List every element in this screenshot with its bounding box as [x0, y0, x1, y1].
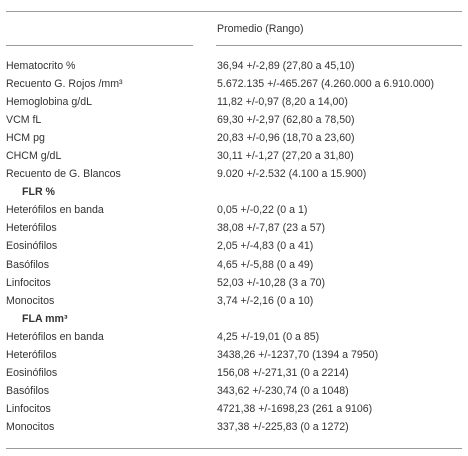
row-label: Eosinófilos [6, 366, 58, 379]
row-value: 0,05 +/-0,22 (0 a 1) [217, 204, 308, 217]
row-label: Heterófilos en banda [6, 204, 104, 217]
row-value: 36,94 +/-2,89 (27,80 a 45,10) [217, 60, 355, 72]
row-value: 4721,38 +/-1698,23 (261 a 9106) [217, 402, 373, 415]
table-row: Heterófilos en banda 4,25 +/-19,01 (0 a 8… [0, 328, 468, 346]
row-value: 52,03 +/-10,28 (3 a 70) [217, 276, 326, 289]
row-value: 30,11 +/-1,27 (27,20 a 31,80) [217, 150, 354, 163]
column-header-promedio: Promedio (Rango) [217, 23, 304, 35]
row-value: 3438,26 +/-1237,70 (1394 a 7950) [217, 348, 379, 361]
row-label: Recuento G. Rojos /mm³ [6, 78, 123, 91]
section-label: FLR % [22, 186, 55, 199]
table-row: Linfocitos 4721,38 +/-1698,23 (261 a 9106… [0, 400, 468, 418]
row-value: 337,38 +/-225,83 (0 a 1272) [217, 420, 349, 433]
table-row: CHCM g/dL 30,11 +/-1,27 (27,20 a 31,80) [0, 147, 468, 165]
row-value: 2,05 +/-4,83 (0 a 41) [217, 240, 314, 253]
row-label: Hematocrito % [6, 60, 76, 72]
row-value: 4,65 +/-5,88 (0 a 49) [217, 258, 314, 271]
row-label: Hemoglobina g/dL [6, 96, 92, 109]
row-label: Eosinófilos [6, 240, 58, 253]
row-value: 38,08 +/-7,87 (23 a 57) [217, 222, 326, 235]
table-top-rule [6, 11, 462, 12]
table-row: Linfocitos 52,03 +/-10,28 (3 a 70) [0, 274, 468, 292]
row-label: Basófilos [6, 258, 49, 271]
section-header-flr: FLR % [0, 183, 468, 201]
table-row: Heterófilos en banda 0,05 +/-0,22 (0 a 1) [0, 201, 468, 219]
row-label: Linfocitos [6, 402, 51, 415]
row-value: 9.020 +/-2.532 (4.100 a 15.900) [217, 168, 367, 181]
section-label: FLA mm³ [22, 312, 68, 325]
table-row: Basófilos 343,62 +/-230,74 (0 a 1048) [0, 382, 468, 400]
table-bottom-rule [6, 448, 462, 449]
header-rule-left [6, 45, 193, 46]
table-row: Heterófilos 38,08 +/-7,87 (23 a 57) [0, 219, 468, 237]
section-header-fla: FLA mm³ [0, 310, 468, 328]
table-body: Hematocrito % 36,94 +/-2,89 (27,80 a 45,1… [0, 57, 468, 436]
row-label: Monocitos [6, 294, 55, 307]
table-row: Monocitos 3,74 +/-2,16 (0 a 10) [0, 292, 468, 310]
row-label: Heterófilos [6, 222, 57, 235]
table-row: Eosinófilos 2,05 +/-4,83 (0 a 41) [0, 237, 468, 255]
row-value: 156,08 +/-271,31 (0 a 2214) [217, 366, 349, 379]
row-label: Monocitos [6, 420, 55, 433]
row-value: 20,83 +/-0,96 (18,70 a 23,60) [217, 132, 355, 145]
row-value: 4,25 +/-19,01 (0 a 85) [217, 330, 320, 343]
header-rule-right [216, 45, 462, 46]
row-value: 343,62 +/-230,74 (0 a 1048) [217, 384, 349, 397]
row-label: Heterófilos [6, 348, 57, 361]
row-label: Linfocitos [6, 276, 51, 289]
row-value: 3,74 +/-2,16 (0 a 10) [217, 294, 314, 307]
row-value: 69,30 +/-2,97 (62,80 a 78,50) [217, 114, 355, 127]
table-row: HCM pg 20,83 +/-0,96 (18,70 a 23,60) [0, 129, 468, 147]
table-row: Monocitos 337,38 +/-225,83 (0 a 1272) [0, 418, 468, 436]
row-label: CHCM g/dL [6, 150, 62, 163]
row-value: 11,82 +/-0,97 (8,20 a 14,00) [217, 96, 348, 109]
table-row: Basófilos 4,65 +/-5,88 (0 a 49) [0, 256, 468, 274]
row-value: 5.672.135 +/-465.267 (4.260.000 a 6.910.… [217, 78, 435, 91]
table-row: Heterófilos 3438,26 +/-1237,70 (1394 a 79… [0, 346, 468, 364]
table-row: VCM fL 69,30 +/-2,97 (62,80 a 78,50) [0, 111, 468, 129]
table-row: Hemoglobina g/dL 11,82 +/-0,97 (8,20 a 14… [0, 93, 468, 111]
row-label: Recuento de G. Blancos [6, 168, 121, 181]
table-row: Eosinófilos 156,08 +/-271,31 (0 a 2214) [0, 364, 468, 382]
row-label: Heterófilos en banda [6, 330, 104, 343]
row-label: HCM pg [6, 132, 45, 145]
table-row: Hematocrito % 36,94 +/-2,89 (27,80 a 45,1… [0, 57, 468, 75]
row-label: Basófilos [6, 384, 49, 397]
row-label: VCM fL [6, 114, 42, 127]
table-row: Recuento de G. Blancos 9.020 +/-2.532 (4.… [0, 165, 468, 183]
table-row: Recuento G. Rojos /mm³ 5.672.135 +/-465.2… [0, 75, 468, 93]
